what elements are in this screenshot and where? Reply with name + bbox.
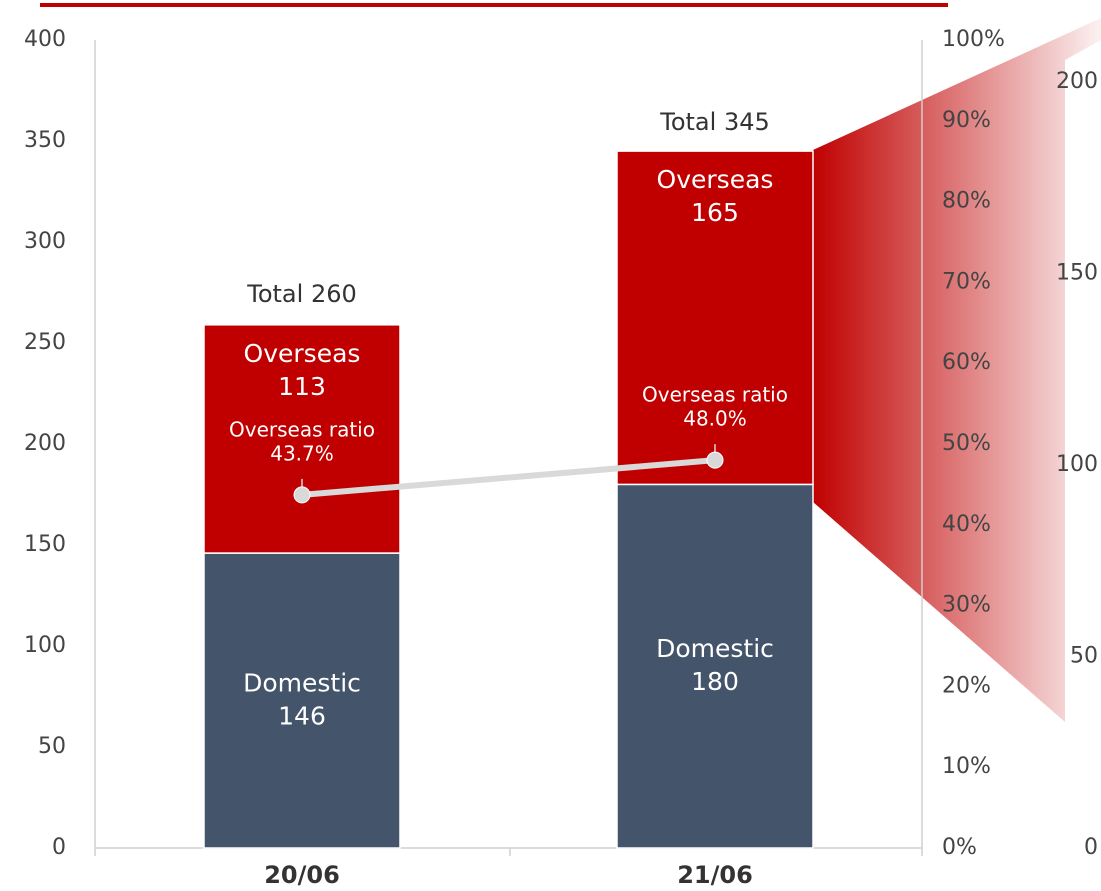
- y3-tick-label: 0: [1084, 835, 1098, 860]
- y3-tick-label: 150: [1056, 261, 1098, 286]
- y-tick-label: 50: [38, 734, 66, 759]
- y-tick-label: 400: [24, 27, 66, 52]
- bar-segment: [203, 552, 401, 849]
- ratio-label: 48.0%: [683, 407, 747, 431]
- y2-tick-label: 40%: [942, 512, 991, 537]
- x-tick-label: 21/06: [677, 861, 753, 889]
- data-label: 113: [278, 372, 326, 401]
- total-word: Total: [246, 280, 303, 308]
- ratio-name: Overseas ratio: [229, 417, 375, 441]
- y3-tick-label: 100: [1056, 452, 1098, 477]
- y2-tick-label: 10%: [942, 754, 991, 779]
- y-tick-label: 350: [24, 128, 66, 153]
- data-label: 180: [691, 667, 739, 696]
- y-tick-label: 0: [52, 835, 66, 860]
- y-tick-label: 250: [24, 330, 66, 355]
- y2-tick-label: 80%: [942, 189, 991, 214]
- segment-name: Overseas: [244, 339, 361, 368]
- total-word: Total: [659, 108, 716, 136]
- ratio-marker: [293, 486, 311, 504]
- bar-segment: [203, 324, 401, 554]
- y2-tick-label: 60%: [942, 350, 991, 375]
- y-tick-label: 150: [24, 532, 66, 557]
- y2-tick-label: 20%: [942, 673, 991, 698]
- zoom-fan: [813, 18, 1101, 722]
- total-value: 345: [724, 108, 770, 136]
- y2-tick-label: 90%: [942, 108, 991, 133]
- ratio-marker: [706, 451, 724, 469]
- y-tick-label: 100: [24, 633, 66, 658]
- y2-tick-label: 50%: [942, 431, 991, 456]
- y2-tick-label: 0%: [942, 835, 977, 860]
- y-tick-label: 200: [24, 431, 66, 456]
- bar-segment: [616, 483, 814, 849]
- segment-name: Domestic: [243, 669, 361, 698]
- total-value: 260: [311, 280, 357, 308]
- ratio-name: Overseas ratio: [642, 383, 788, 407]
- y2-tick-label: 100%: [942, 27, 1005, 52]
- segment-name: Overseas: [657, 165, 774, 194]
- y2-tick-label: 70%: [942, 269, 991, 294]
- y2-tick-label: 30%: [942, 593, 991, 618]
- total-label: Total 345: [659, 108, 770, 136]
- segment-name: Domestic: [656, 634, 774, 663]
- x-tick-label: 20/06: [264, 861, 340, 889]
- y3-tick-label: 50: [1070, 644, 1098, 669]
- ratio-label: 43.7%: [270, 441, 334, 465]
- y-tick-label: 300: [24, 229, 66, 254]
- ratio-line: [301, 457, 716, 498]
- y3-tick-label: 200: [1056, 69, 1098, 94]
- data-label: 165: [691, 198, 739, 227]
- bar-segment: [616, 150, 814, 486]
- data-label: 146: [278, 702, 326, 731]
- total-label: Total 260: [246, 280, 357, 308]
